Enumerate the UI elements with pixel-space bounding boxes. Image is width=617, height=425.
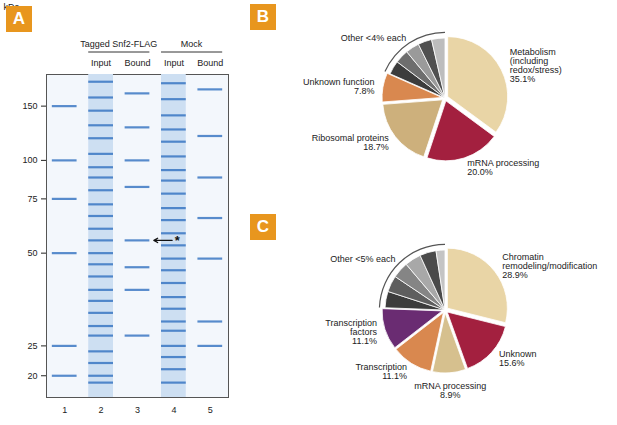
svg-text:Bound: Bound	[197, 58, 223, 68]
svg-text:Transcriptionfactors11.1%: Transcriptionfactors11.1%	[325, 318, 377, 346]
svg-text:25: 25	[27, 341, 37, 351]
svg-text:3: 3	[135, 405, 140, 415]
svg-text:20: 20	[27, 371, 37, 381]
svg-text:Unknown function7.8%: Unknown function7.8%	[303, 77, 375, 96]
svg-text:4: 4	[171, 405, 176, 415]
svg-text:2: 2	[99, 405, 104, 415]
svg-text:Bound: Bound	[124, 58, 150, 68]
svg-text:Ribosomal proteins18.7%: Ribosomal proteins18.7%	[312, 133, 390, 152]
svg-text:Unknown15.6%: Unknown15.6%	[499, 349, 537, 368]
svg-text:50: 50	[27, 248, 37, 258]
svg-text:mRNA processing8.9%: mRNA processing8.9%	[414, 381, 486, 400]
svg-text:Transcription11.1%: Transcription11.1%	[355, 362, 407, 381]
svg-text:Input: Input	[164, 58, 185, 68]
html-text:C: C	[256, 217, 270, 236]
html-text:A: A	[12, 9, 26, 28]
svg-text:Mock: Mock	[181, 39, 203, 49]
svg-text:Input: Input	[91, 58, 112, 68]
html-text:B: B	[256, 7, 270, 26]
svg-text:5: 5	[208, 405, 213, 415]
svg-text:Metabolism(includingredox/stre: Metabolism(includingredox/stress)35.1%	[510, 47, 562, 84]
svg-text:Chromatinremodeling/modificati: Chromatinremodeling/modification28.9%	[502, 252, 597, 280]
svg-text:150: 150	[22, 101, 37, 111]
svg-text:100: 100	[22, 155, 37, 165]
svg-text:75: 75	[27, 194, 37, 204]
svg-text:1: 1	[62, 405, 67, 415]
svg-text:Other <4% each: Other <4% each	[341, 33, 406, 43]
svg-text:Tagged Snf2-FLAG: Tagged Snf2-FLAG	[80, 39, 157, 49]
svg-text:Other <5% each: Other <5% each	[330, 254, 395, 264]
svg-text:mRNA processing20.0%: mRNA processing20.0%	[467, 157, 539, 176]
svg-text:*: *	[175, 233, 181, 248]
